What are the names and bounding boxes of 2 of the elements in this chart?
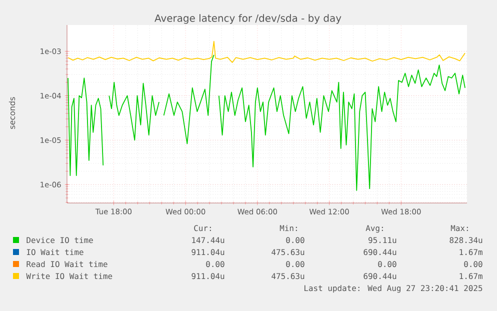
line-series <box>68 40 466 63</box>
chart-title: Average latency for /dev/sda - by day <box>154 14 342 24</box>
